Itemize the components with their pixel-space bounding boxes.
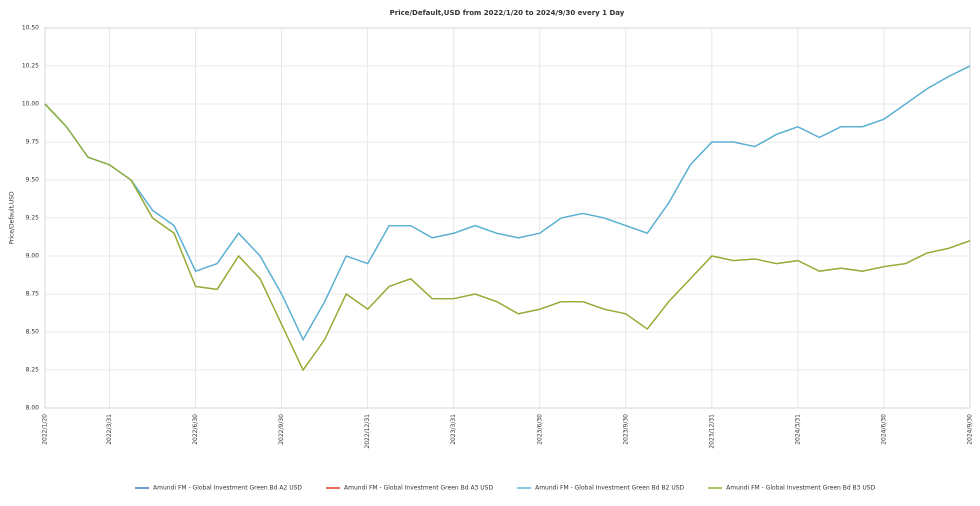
chart-title: Price/Default,USD from 2022/1/20 to 2024…: [390, 9, 625, 17]
series-line: [44, 103, 971, 372]
y-tick-label: 8.50: [26, 329, 40, 336]
y-tick-label: 8.75: [26, 291, 40, 298]
x-tick-label: 2023/9/30: [622, 414, 629, 445]
x-tick-label: 2023/6/30: [536, 414, 543, 445]
x-tick-label: 2023/3/31: [450, 414, 457, 445]
x-tick-label: 2022/9/30: [278, 414, 285, 445]
legend-label: Amundi FM - Global Investment Green Bd B…: [726, 485, 875, 492]
x-tick-label: 2024/3/31: [794, 414, 801, 445]
y-tick-label: 10.50: [22, 25, 39, 32]
y-tick-label: 9.75: [26, 139, 40, 146]
x-tick-label: 2024/9/30: [967, 414, 974, 445]
y-tick-label: 10.25: [22, 63, 39, 70]
legend-label: Amundi FM - Global Investment Green Bd A…: [344, 485, 493, 492]
x-tick-label: 2023/12/31: [708, 414, 715, 449]
x-tick-label: 2022/3/31: [106, 414, 113, 445]
x-tick-label: 2022/1/20: [42, 414, 49, 445]
series-line: [44, 65, 971, 342]
x-tick-label: 2022/12/31: [364, 414, 371, 449]
y-tick-label: 9.00: [26, 253, 40, 260]
y-tick-label: 10.00: [22, 101, 39, 108]
y-tick-label: 9.25: [26, 215, 40, 222]
legend-label: Amundi FM - Global Investment Green Bd B…: [535, 485, 684, 492]
x-tick-label: 2024/6/30: [880, 414, 887, 445]
y-tick-label: 8.25: [26, 367, 40, 374]
y-tick-label: 9.50: [26, 177, 40, 184]
y-axis-title: Price/Default,USD: [9, 191, 16, 245]
y-tick-label: 8.00: [26, 405, 40, 412]
legend-label: Amundi FM - Global Investment Green Bd A…: [153, 485, 302, 492]
x-tick-label: 2022/6/30: [192, 414, 199, 445]
